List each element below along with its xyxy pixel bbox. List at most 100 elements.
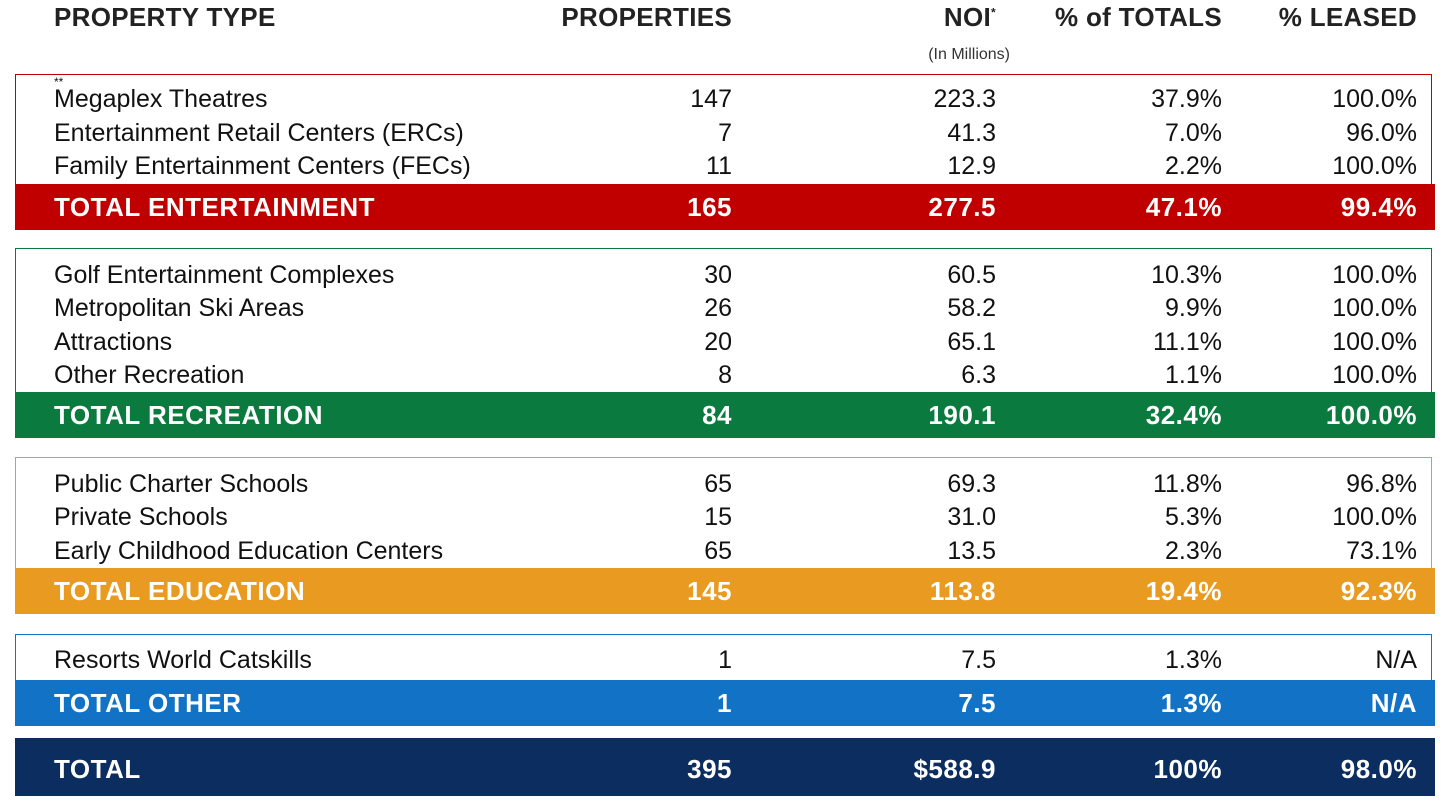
- header-pct-totals: % of TOTALS: [1055, 2, 1222, 32]
- total-noi: 113.8: [929, 576, 996, 606]
- table-row: Metropolitan Ski Areas 26 58.2 9.9% 100.…: [0, 291, 1446, 325]
- header-noi-label: NOI: [943, 2, 992, 32]
- row-name: Metropolitan Ski Areas: [54, 294, 305, 322]
- row-properties: 11: [706, 152, 732, 180]
- row-pct-leased: 73.1%: [1346, 537, 1417, 565]
- row-pct-leased: 96.8%: [1346, 470, 1417, 498]
- row-noi: 41.3: [947, 119, 996, 147]
- header-property-type: PROPERTY TYPE: [54, 2, 276, 32]
- row-properties: 65: [704, 470, 732, 498]
- row-name: Other Recreation: [54, 361, 245, 389]
- table-row: Family Entertainment Centers (FECs) 11 1…: [0, 149, 1446, 183]
- row-pct-totals: 10.3%: [1151, 261, 1222, 289]
- total-name: TOTAL RECREATION: [54, 400, 323, 430]
- row-pct-totals: 11.1%: [1152, 328, 1222, 356]
- row-properties: 8: [718, 361, 732, 389]
- total-pct-leased: 99.4%: [1340, 192, 1417, 222]
- total-pct-totals: 1.3%: [1160, 688, 1222, 718]
- total-pct-totals: 19.4%: [1145, 576, 1222, 606]
- table-row: Public Charter Schools 65 69.3 11.8% 96.…: [0, 467, 1446, 501]
- row-name: Entertainment Retail Centers (ERCs): [54, 119, 464, 147]
- total-noi: 277.5: [928, 192, 996, 222]
- row-name: Early Childhood Education Centers: [54, 537, 444, 565]
- table-row: Early Childhood Education Centers 65 13.…: [0, 534, 1446, 568]
- row-name: Family Entertainment Centers (FECs): [54, 152, 471, 180]
- row-properties: 20: [704, 328, 732, 356]
- table-row: Attractions 20 65.1 11.1% 100.0%: [0, 325, 1446, 359]
- header-noi-units: (In Millions): [928, 46, 1010, 63]
- row-properties: 15: [704, 503, 732, 531]
- row-name: Public Charter Schools: [54, 470, 309, 498]
- grand-total-band: TOTAL 395 $588.9 100% 98.0%: [15, 738, 1435, 796]
- header-pct-leased: % LEASED: [1278, 2, 1417, 32]
- row-pct-leased: 100.0%: [1332, 152, 1417, 180]
- row-noi: 31.0: [947, 503, 996, 531]
- row-pct-leased: 96.0%: [1346, 119, 1417, 147]
- grand-total-pct-leased: 98.0%: [1340, 754, 1417, 784]
- row-pct-totals: 5.3%: [1165, 503, 1222, 531]
- row-noi: 12.9: [947, 152, 996, 180]
- row-pct-leased: 100.0%: [1332, 361, 1417, 389]
- total-pct-totals: 32.4%: [1145, 400, 1222, 430]
- row-noi: 58.2: [947, 294, 996, 322]
- row-pct-totals: 2.3%: [1165, 537, 1222, 565]
- row-name: Attractions: [54, 328, 173, 356]
- row-pct-totals: 1.3%: [1165, 646, 1222, 674]
- total-noi: 190.1: [928, 400, 996, 430]
- row-noi: 13.5: [947, 537, 996, 565]
- row-pct-leased: 100.0%: [1332, 503, 1417, 531]
- total-properties: 84: [702, 400, 732, 430]
- total-education-band: TOTAL EDUCATION 145 113.8 19.4% 92.3%: [15, 568, 1435, 614]
- grand-total-name: TOTAL: [54, 754, 141, 784]
- row-noi: 65.1: [947, 328, 996, 356]
- total-entertainment-band: TOTAL ENTERTAINMENT 165 277.5 47.1% 99.4…: [15, 184, 1435, 230]
- total-other-band: TOTAL OTHER 1 7.5 1.3% N/A: [15, 680, 1435, 726]
- row-pct-totals: 2.2%: [1165, 152, 1222, 180]
- row-pct-leased: 100.0%: [1332, 85, 1417, 113]
- total-properties: 145: [687, 576, 732, 606]
- row-pct-leased: N/A: [1375, 646, 1417, 674]
- row-name: Resorts World Catskills: [54, 646, 312, 674]
- row-name-text: Megaplex Theatres: [54, 85, 268, 113]
- grand-total-noi: $588.9: [913, 754, 996, 784]
- row-noi: 69.3: [947, 470, 996, 498]
- grand-total-properties: 395: [687, 754, 732, 784]
- header-noi-footnote-mark: *: [991, 5, 996, 20]
- total-pct-leased: 92.3%: [1340, 576, 1417, 606]
- grand-total-pct-totals: 100%: [1153, 754, 1222, 784]
- table-row: Private Schools 15 31.0 5.3% 100.0%: [0, 500, 1446, 534]
- row-noi: 223.3: [933, 85, 996, 113]
- total-pct-leased: N/A: [1370, 688, 1417, 718]
- table-row: Other Recreation 8 6.3 1.1% 100.0%: [0, 358, 1446, 392]
- total-name: TOTAL OTHER: [54, 688, 242, 718]
- row-properties: 7: [718, 119, 732, 147]
- row-pct-totals: 11.8%: [1152, 470, 1222, 498]
- header-properties: PROPERTIES: [561, 2, 732, 32]
- row-noi: 7.5: [961, 646, 996, 674]
- header-noi: NOI*: [944, 2, 996, 33]
- row-pct-totals: 7.0%: [1165, 119, 1222, 147]
- table-row: Entertainment Retail Centers (ERCs) 7 41…: [0, 116, 1446, 150]
- row-pct-leased: 100.0%: [1332, 261, 1417, 289]
- row-properties: 65: [704, 537, 732, 565]
- row-name: Private Schools: [54, 503, 228, 531]
- row-properties: 26: [704, 294, 732, 322]
- table-row: Golf Entertainment Complexes 30 60.5 10.…: [0, 258, 1446, 292]
- total-recreation-band: TOTAL RECREATION 84 190.1 32.4% 100.0%: [15, 392, 1435, 438]
- row-pct-totals: 37.9%: [1151, 85, 1222, 113]
- row-noi: 60.5: [947, 261, 996, 289]
- total-pct-totals: 47.1%: [1145, 192, 1222, 222]
- row-pct-totals: 9.9%: [1165, 294, 1222, 322]
- total-properties: 1: [717, 688, 732, 718]
- row-properties: 1: [718, 646, 732, 674]
- row-pct-leased: 100.0%: [1332, 294, 1417, 322]
- total-pct-leased: 100.0%: [1325, 400, 1417, 430]
- table-row: Megaplex Theatres ** 147 223.3 37.9% 100.…: [0, 76, 1446, 116]
- total-name: TOTAL ENTERTAINMENT: [54, 192, 376, 222]
- total-noi: 7.5: [958, 688, 996, 718]
- row-properties: 30: [704, 261, 732, 289]
- total-properties: 165: [687, 192, 732, 222]
- total-name: TOTAL EDUCATION: [54, 576, 306, 606]
- row-pct-totals: 1.1%: [1165, 361, 1222, 389]
- row-pct-leased: 100.0%: [1332, 328, 1417, 356]
